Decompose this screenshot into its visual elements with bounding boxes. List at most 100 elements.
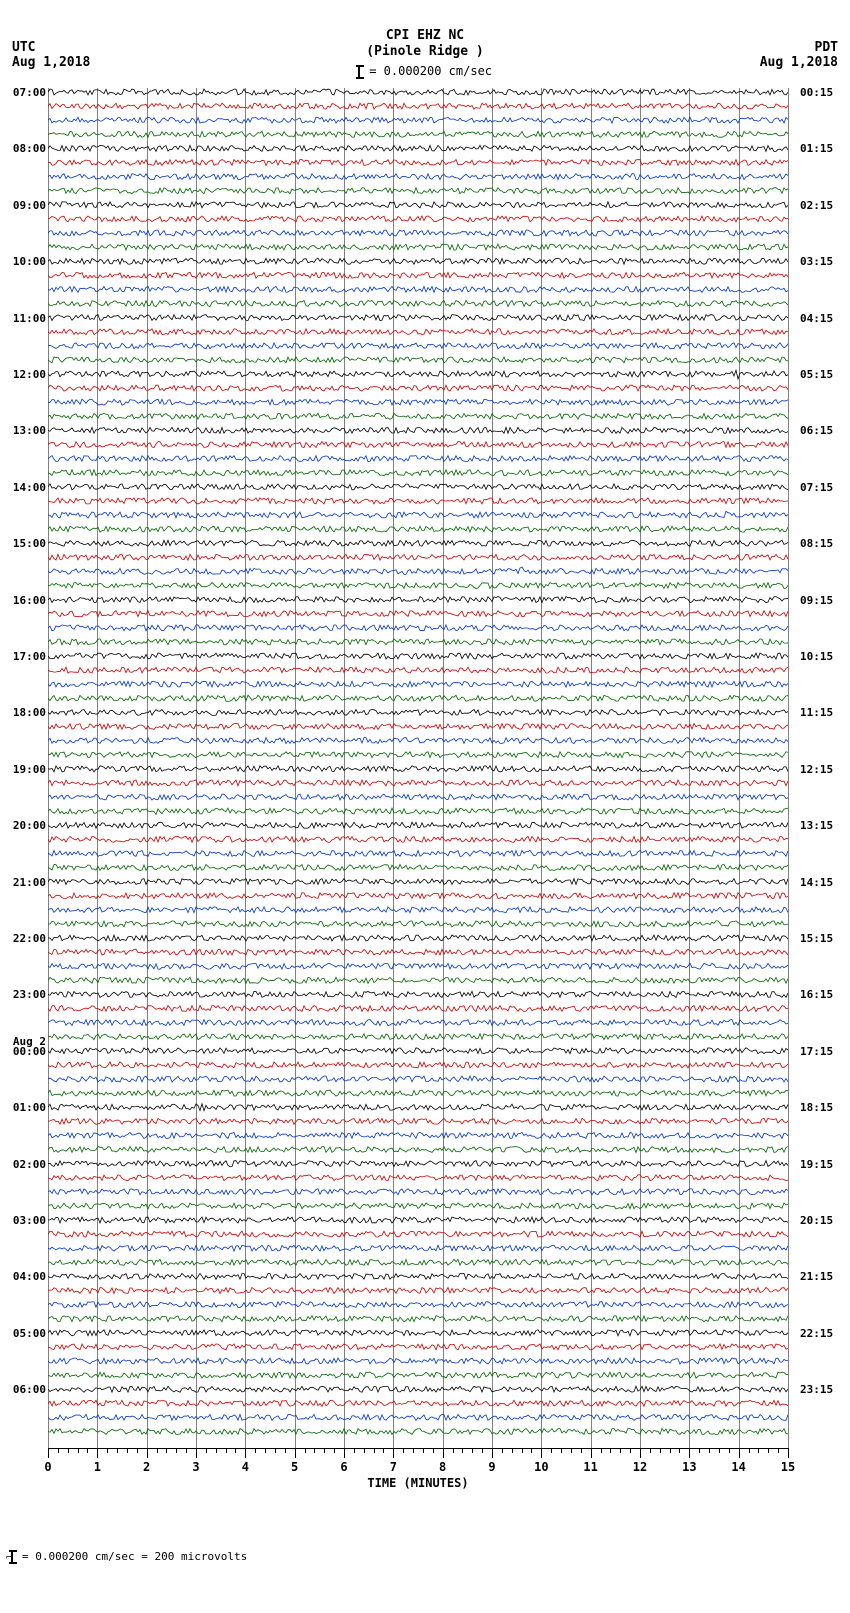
xtick-major [788,1448,789,1458]
xtick-major [492,1448,493,1458]
time-label: 02:00 [6,1158,46,1171]
gridline [788,88,789,1448]
trace [48,1273,788,1279]
trace [48,1076,788,1082]
trace [48,1259,788,1265]
trace [48,639,788,645]
xtick-minor [502,1448,503,1453]
xtick-minor [620,1448,621,1453]
scale-bar-icon [358,65,362,79]
xtick-minor [699,1448,700,1453]
xtick-label: 6 [340,1460,347,1474]
trace [48,230,788,236]
time-label: 07:15 [800,481,844,494]
trace [48,780,788,786]
time-label: 22:00 [6,932,46,945]
time-label: 10:15 [800,650,844,663]
trace [48,935,788,941]
xtick-minor [601,1448,602,1453]
xtick-minor [305,1448,306,1453]
trace [48,1006,788,1012]
xtick-minor [403,1448,404,1453]
time-label: 04:15 [800,312,844,325]
trace [48,1048,788,1054]
station-location: (Pinole Ridge ) [0,44,850,60]
footer-text: = 0.000200 cm/sec = 200 microvolts [15,1550,247,1563]
trace [48,977,788,983]
xtick-minor [522,1448,523,1453]
xtick-major [739,1448,740,1458]
trace [48,1175,788,1181]
time-label: 19:00 [6,763,46,776]
xtick-minor [354,1448,355,1453]
xtick-minor [107,1448,108,1453]
time-label: 21:15 [800,1270,844,1283]
trace [48,117,788,123]
xtick-minor [216,1448,217,1453]
time-label: 17:15 [800,1045,844,1058]
xtick-minor [374,1448,375,1453]
xtick-label: 14 [731,1460,745,1474]
xtick-label: 0 [44,1460,51,1474]
trace [48,1302,788,1308]
trace [48,89,788,95]
xtick-minor [749,1448,750,1453]
trace [48,808,788,814]
xtick-minor [117,1448,118,1453]
time-label: 15:00 [6,537,46,550]
xtick-label: 5 [291,1460,298,1474]
xtick-minor [551,1448,552,1453]
trace [48,470,788,476]
trace [48,921,788,927]
trace [48,709,788,715]
trace [48,1217,788,1223]
xtick-minor [670,1448,671,1453]
tz-right-block: PDT Aug 1,2018 [760,40,838,70]
xtick-major [196,1448,197,1458]
xtick-major [97,1448,98,1458]
trace [48,1231,788,1237]
trace [48,160,788,166]
time-label: 06:00 [6,1383,46,1396]
trace [48,1400,788,1406]
time-label: 21:00 [6,876,46,889]
x-axis: TIME (MINUTES) 0123456789101112131415 [48,1448,788,1488]
time-label: 11:15 [800,706,844,719]
trace [48,399,788,405]
header: CPI EHZ NC (Pinole Ridge ) = 0.000200 cm… [0,0,850,79]
time-label: 11:00 [6,312,46,325]
xtick-major [147,1448,148,1458]
time-label: 12:15 [800,763,844,776]
xtick-minor [768,1448,769,1453]
trace [48,145,788,151]
trace [48,822,788,828]
xtick-minor [186,1448,187,1453]
time-label: 20:15 [800,1214,844,1227]
xtick-minor [226,1448,227,1453]
time-label: 23:00 [6,988,46,1001]
xtick-minor [137,1448,138,1453]
time-label: 00:15 [800,86,844,99]
trace [48,907,788,913]
time-label: 05:00 [6,1327,46,1340]
trace [48,1161,788,1167]
tz-right-tz: PDT [760,40,838,55]
trace [48,766,788,772]
xtick-minor [87,1448,88,1453]
xtick-minor [531,1448,532,1453]
trace [48,738,788,744]
xtick-minor [660,1448,661,1453]
trace [48,1132,788,1138]
xtick-major [640,1448,641,1458]
trace [48,991,788,997]
trace [48,540,788,546]
trace [48,357,788,363]
xtick-label: 3 [192,1460,199,1474]
xtick-minor [650,1448,651,1453]
xtick-minor [68,1448,69,1453]
trace [48,1020,788,1026]
xtick-minor [581,1448,582,1453]
trace [48,301,788,307]
trace [48,567,788,574]
xtick-minor [235,1448,236,1453]
